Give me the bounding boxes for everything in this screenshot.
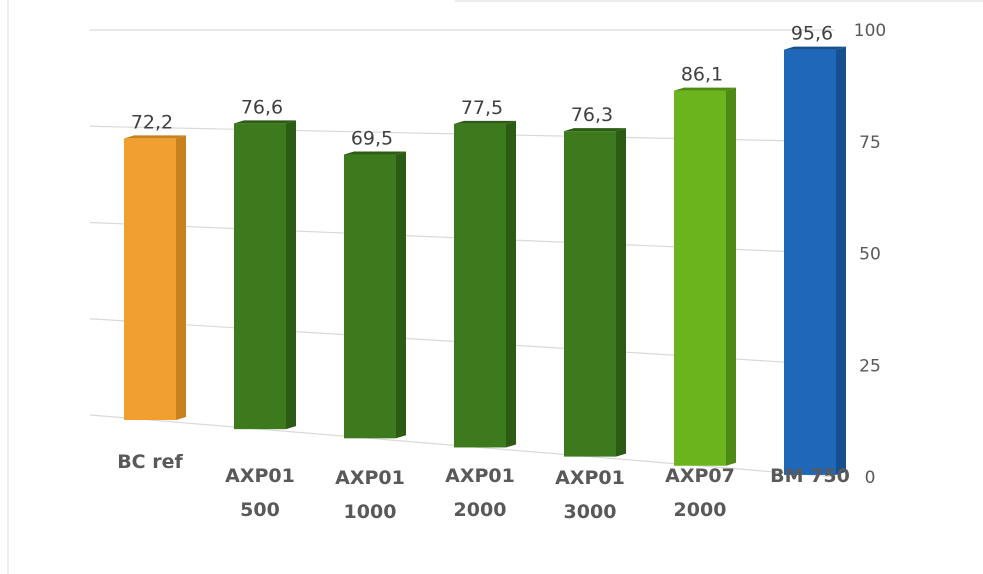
data-label: 76,3 bbox=[571, 104, 613, 126]
data-labels: 72,2 76,6 69,5 77,5 76,3 86,1 95,6 bbox=[131, 23, 833, 150]
bar-side bbox=[506, 120, 516, 448]
bar bbox=[564, 131, 616, 457]
category-label: AXP01 500 bbox=[225, 465, 295, 521]
bar bbox=[454, 123, 506, 448]
bar-top bbox=[454, 120, 516, 124]
y-tick-label: 100 bbox=[854, 21, 886, 41]
category-label-line: 3000 bbox=[564, 501, 617, 523]
y-axis-ticks: 0 25 50 75 100 bbox=[854, 21, 886, 488]
category-label: AXP01 1000 bbox=[335, 467, 405, 523]
bar bbox=[344, 154, 396, 439]
y-tick-label: 50 bbox=[859, 245, 881, 265]
category-label-line: AXP07 bbox=[665, 465, 735, 487]
data-label: 77,5 bbox=[461, 97, 503, 119]
bar bbox=[674, 90, 726, 466]
bar-side bbox=[396, 151, 406, 439]
bar-top bbox=[674, 87, 736, 91]
bar-side bbox=[616, 128, 626, 457]
bar-side bbox=[286, 120, 296, 430]
bar-top bbox=[124, 135, 186, 139]
category-label-line: AXP01 bbox=[445, 465, 515, 487]
x-axis-categories: BC ref AXP01 500 AXP01 1000 AXP01 2000 AXP01 300… bbox=[117, 451, 850, 523]
bar-side bbox=[836, 46, 846, 475]
bar bbox=[234, 123, 286, 430]
data-label: 86,1 bbox=[681, 64, 723, 86]
bar bbox=[124, 138, 176, 420]
category-label: AXP07 2000 bbox=[665, 465, 735, 521]
data-label: 69,5 bbox=[351, 128, 393, 150]
category-label-line: 2000 bbox=[454, 499, 507, 521]
category-label-line: BM 750 bbox=[770, 465, 850, 487]
bar bbox=[784, 49, 836, 475]
bar-side bbox=[176, 135, 186, 420]
data-label: 72,2 bbox=[131, 111, 173, 133]
category-label: BM 750 bbox=[770, 465, 850, 487]
bar-side bbox=[726, 87, 736, 466]
data-label: 76,6 bbox=[241, 96, 283, 118]
category-label: AXP01 2000 bbox=[445, 465, 515, 521]
bar-top bbox=[344, 151, 406, 155]
category-label-line: 1000 bbox=[344, 501, 397, 523]
category-label-line: BC ref bbox=[117, 451, 183, 473]
category-label-line: 2000 bbox=[674, 499, 727, 521]
category-label-line: AXP01 bbox=[225, 465, 295, 487]
bar-top bbox=[784, 46, 846, 50]
category-label-line: AXP01 bbox=[555, 467, 625, 489]
y-tick-label: 75 bbox=[859, 133, 881, 153]
bars bbox=[124, 46, 846, 475]
bar-top bbox=[234, 120, 296, 124]
category-label-line: AXP01 bbox=[335, 467, 405, 489]
data-label: 95,6 bbox=[791, 23, 833, 45]
y-tick-label: 0 bbox=[865, 468, 876, 488]
y-tick-label: 25 bbox=[859, 356, 881, 376]
bar-top bbox=[564, 128, 626, 132]
category-label: AXP01 3000 bbox=[555, 467, 625, 523]
category-label: BC ref bbox=[117, 451, 183, 473]
category-label-line: 500 bbox=[240, 499, 280, 521]
